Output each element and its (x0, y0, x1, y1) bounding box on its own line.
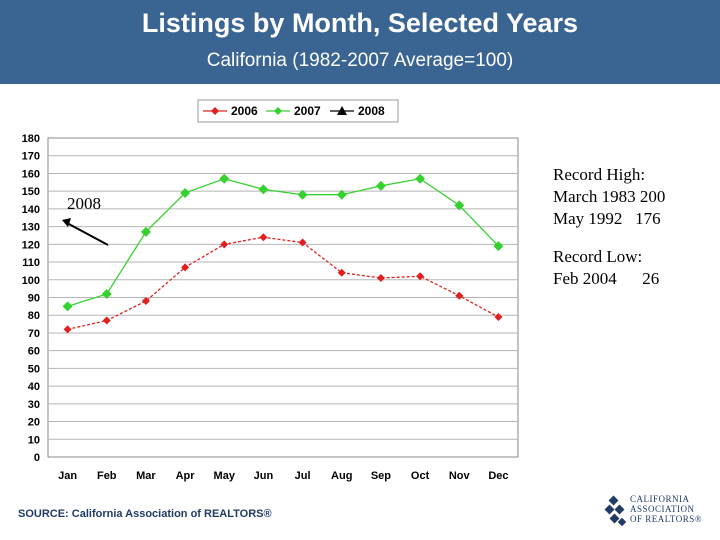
record-high-line-1: March 1983 200 (553, 187, 665, 206)
legend-box (197, 99, 399, 123)
record-low-line-1: Feb 2004 26 (553, 269, 659, 288)
legend-label: 2006 (231, 104, 258, 118)
y-tick-label: 80 (28, 310, 40, 322)
y-tick-label: 150 (22, 186, 40, 198)
x-tick-label: Aug (331, 470, 352, 482)
legend-marker (211, 107, 219, 115)
y-tick-label: 40 (28, 381, 40, 393)
data-point-2007 (454, 200, 465, 211)
data-point-2007 (493, 241, 504, 252)
x-tick-label: Sep (371, 470, 391, 482)
data-point-2006 (416, 272, 425, 281)
legend-item-2007: 2007 (266, 104, 321, 118)
y-tick-label: 130 (22, 222, 40, 234)
data-point-2006 (63, 325, 72, 334)
header-banner: Listings by Month, Selected Years Califo… (0, 0, 720, 84)
record-high-line-2: May 1992 176 (553, 209, 661, 228)
x-tick-label: Nov (449, 470, 471, 482)
annotation-arrow-head (62, 218, 71, 227)
line-chart: 2006 2007 2008 0 10 20 30 40 50 60 70 80 90 100 110 12… (22, 99, 665, 482)
y-tick-label: 160 (22, 168, 40, 180)
data-point-2007 (297, 189, 308, 200)
y-tick-label: 90 (28, 293, 40, 305)
x-tick-label: Jul (295, 470, 311, 482)
annotation-2008-arrow (66, 222, 109, 246)
record-high-title: Record High: (553, 165, 645, 184)
source-note: SOURCE: California Association of REALTO… (18, 508, 272, 520)
legend-item-2008: 2008 (330, 104, 385, 118)
data-point-2007 (219, 173, 230, 184)
y-tick-label: 20 (28, 417, 40, 429)
data-point-2006 (455, 291, 464, 300)
y-tick-label: 100 (22, 275, 40, 287)
car-logo-icon (604, 495, 627, 527)
legend-marker (337, 106, 347, 115)
series-line-2007 (67, 178, 499, 307)
car-logo-text: CALIFORNIA ASSOCIATION OF REALTORS® (630, 494, 702, 524)
data-point-2007 (415, 173, 426, 184)
y-tick-label: 180 (22, 133, 40, 145)
legend-label: 2008 (358, 104, 385, 118)
data-point-2006 (220, 240, 229, 249)
data-point-2006 (259, 233, 268, 242)
legend-item-2006: 2006 (203, 104, 258, 118)
y-tick-label: 30 (28, 399, 40, 411)
y-tick-label: 110 (22, 257, 40, 269)
y-tick-label: 60 (28, 346, 40, 358)
x-tick-label: Dec (488, 470, 508, 482)
data-point-2007 (258, 184, 269, 195)
x-tick-label: Apr (176, 470, 196, 482)
x-tick-label: May (214, 470, 236, 482)
data-point-2007 (101, 288, 112, 299)
data-point-2006 (494, 312, 503, 321)
data-point-2006 (141, 297, 150, 306)
data-point-2007 (375, 180, 386, 191)
data-point-2006 (298, 238, 307, 247)
data-point-2007 (180, 187, 191, 198)
y-tick-label: 170 (22, 151, 40, 163)
y-tick-label: 140 (22, 204, 40, 216)
legend-label: 2007 (294, 104, 321, 118)
logo-line-1: CALIFORNIA (630, 494, 690, 504)
data-point-2006 (181, 263, 190, 272)
record-low-title: Record Low: (553, 247, 642, 266)
logo-line-3: OF REALTORS® (630, 514, 703, 524)
x-tick-label: Jan (58, 470, 77, 482)
y-tick-label: 70 (28, 328, 40, 340)
logo-line-2: ASSOCIATION (630, 504, 695, 514)
x-tick-label: Mar (136, 470, 156, 482)
y-tick-label: 50 (28, 363, 40, 375)
page-subtitle: California (1982-2007 Average=100) (206, 50, 514, 71)
page-title: Listings by Month, Selected Years (141, 8, 579, 38)
legend-marker (274, 107, 282, 115)
data-point-2007 (62, 301, 73, 312)
annotation-2008-label: 2008 (67, 194, 101, 213)
data-point-2006 (376, 274, 385, 283)
chart-legend (197, 99, 399, 123)
x-tick-label: Feb (97, 470, 117, 482)
data-point-2007 (336, 189, 347, 200)
data-point-2007 (140, 226, 151, 237)
series-line-2006 (67, 236, 499, 331)
y-tick-label: 10 (28, 434, 40, 446)
x-tick-label: Jun (254, 470, 274, 482)
data-point-2006 (102, 316, 111, 325)
car-logo: CALIFORNIA ASSOCIATION OF REALTORS® (604, 493, 714, 533)
y-tick-label: 0 (34, 452, 40, 464)
y-tick-label: 120 (22, 239, 40, 251)
data-point-2006 (337, 268, 346, 277)
x-tick-label: Oct (411, 470, 430, 482)
